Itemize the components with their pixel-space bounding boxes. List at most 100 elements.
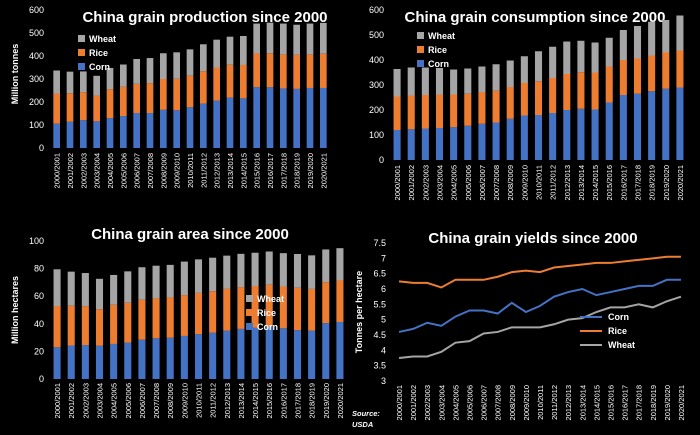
x-tick-label: 2008/2009: [159, 153, 168, 188]
bar-wheat: [549, 46, 557, 78]
x-tick-label: 2001/2002: [407, 165, 416, 200]
legend-entry: Corn: [428, 59, 449, 69]
x-tick-label: 2015/2016: [265, 383, 274, 418]
x-tick-label: 2016/2017: [619, 165, 628, 200]
bar-rice: [450, 94, 458, 128]
x-tick-label: 2010/2011: [535, 165, 544, 200]
bar-wheat: [591, 42, 599, 73]
bar-rice: [173, 78, 180, 111]
legend-entry: Corn: [257, 322, 278, 332]
bar-rice: [393, 96, 401, 130]
bar-rice: [464, 93, 472, 126]
x-tick-label: 2014/2015: [592, 385, 601, 420]
bar-corn: [223, 330, 231, 379]
x-tick-label: 2005/2006: [124, 383, 133, 418]
bar-rice: [120, 86, 127, 117]
bar-wheat: [120, 64, 127, 87]
y-tick-label: 80: [34, 264, 44, 274]
x-tick-label: 2019/2020: [306, 153, 315, 188]
bar-corn: [124, 342, 132, 379]
bar-wheat: [577, 40, 585, 73]
series-line-wheat: [398, 295, 682, 359]
bar-wheat: [534, 51, 543, 82]
bar-rice: [124, 302, 132, 343]
legend-entry: Corn: [608, 312, 629, 322]
bar-rice: [662, 52, 670, 89]
bar-wheat: [265, 251, 273, 285]
bar-corn: [160, 109, 167, 148]
bar-corn: [450, 127, 458, 160]
bar-wheat: [53, 70, 60, 94]
bar-corn: [421, 128, 429, 160]
x-tick-label: 2003/2004: [96, 383, 105, 418]
x-tick-label: 2000/2001: [53, 153, 62, 188]
bar-rice: [213, 67, 220, 101]
x-tick-label: 2009/2010: [520, 165, 529, 200]
consumption-chart: China grain consumption since 2000 0 100 20…: [369, 5, 685, 200]
chart-title: China grain production since 2000: [82, 9, 327, 26]
x-tick-label: 2009/2010: [522, 385, 531, 420]
bar-rice: [293, 54, 300, 89]
x-tick-label: 2018/2019: [648, 165, 657, 200]
bar-corn: [95, 345, 104, 379]
x-tick-label: 2002/2003: [79, 153, 88, 188]
y-tick-label: 200: [29, 97, 44, 107]
y-tick-label: 6.5: [373, 269, 386, 279]
bar-wheat: [279, 253, 287, 287]
x-tick-label: 2009/2010: [180, 383, 189, 418]
legend-entry: Rice: [608, 326, 627, 336]
bar-corn: [605, 102, 613, 160]
y-tick-label: 500: [369, 30, 384, 40]
bar-rice: [534, 81, 543, 115]
x-tick-label: 2017/2018: [294, 383, 303, 418]
bar-corn: [213, 100, 220, 148]
y-tick-label: 0: [39, 374, 44, 384]
bar-corn: [478, 123, 486, 160]
bar-corn: [194, 334, 203, 379]
legend-entry: Wheat: [608, 340, 635, 350]
bar-wheat: [293, 24, 300, 55]
bar-wheat: [200, 44, 207, 72]
y-tick-label: 600: [29, 5, 44, 15]
bar-wheat: [95, 278, 104, 310]
x-tick-label: 2019/2020: [663, 385, 672, 420]
bar-corn: [591, 109, 599, 160]
bar-wheat: [80, 71, 87, 93]
x-tick-label: 2006/2007: [480, 385, 489, 420]
x-tick-label: 2020/2021: [319, 153, 328, 188]
bar-rice: [81, 306, 89, 346]
bar-corn: [280, 88, 287, 148]
bar-corn: [279, 328, 287, 379]
bar-rice: [306, 54, 314, 88]
bar-corn: [67, 345, 75, 379]
bar-rice: [676, 50, 684, 88]
bar-wheat: [336, 248, 344, 281]
bar-rice: [563, 74, 571, 110]
y-axis-label: Tonnes per hectare: [354, 271, 364, 353]
x-tick-label: 2012/2013: [213, 153, 222, 188]
x-tick-label: 2012/2013: [563, 165, 572, 200]
x-tick-label: 2015/2016: [606, 385, 615, 420]
y-tick-label: 60: [34, 291, 44, 301]
bar-wheat: [223, 255, 231, 289]
bar-rice: [80, 92, 87, 121]
bar-corn: [146, 113, 154, 148]
bar-rice: [53, 305, 61, 348]
bar-wheat: [106, 67, 114, 90]
legend-swatch: [78, 49, 85, 56]
x-tick-label: 2014/2015: [251, 383, 260, 418]
x-tick-label: 2011/2012: [549, 165, 558, 200]
x-tick-label: 2003/2004: [437, 385, 446, 420]
x-tick-label: 2011/2012: [550, 385, 559, 420]
bar-corn: [322, 323, 330, 379]
bar-wheat: [520, 56, 528, 83]
y-tick-label: 400: [369, 55, 384, 65]
y-tick-label: 300: [369, 80, 384, 90]
bar-corn: [549, 113, 557, 160]
bar-wheat: [110, 274, 118, 305]
bar-corn: [662, 88, 670, 160]
x-tick-label: 2019/2020: [662, 165, 671, 200]
bar-corn: [619, 95, 627, 160]
bar-wheat: [633, 26, 642, 59]
series-line-rice: [398, 255, 681, 289]
